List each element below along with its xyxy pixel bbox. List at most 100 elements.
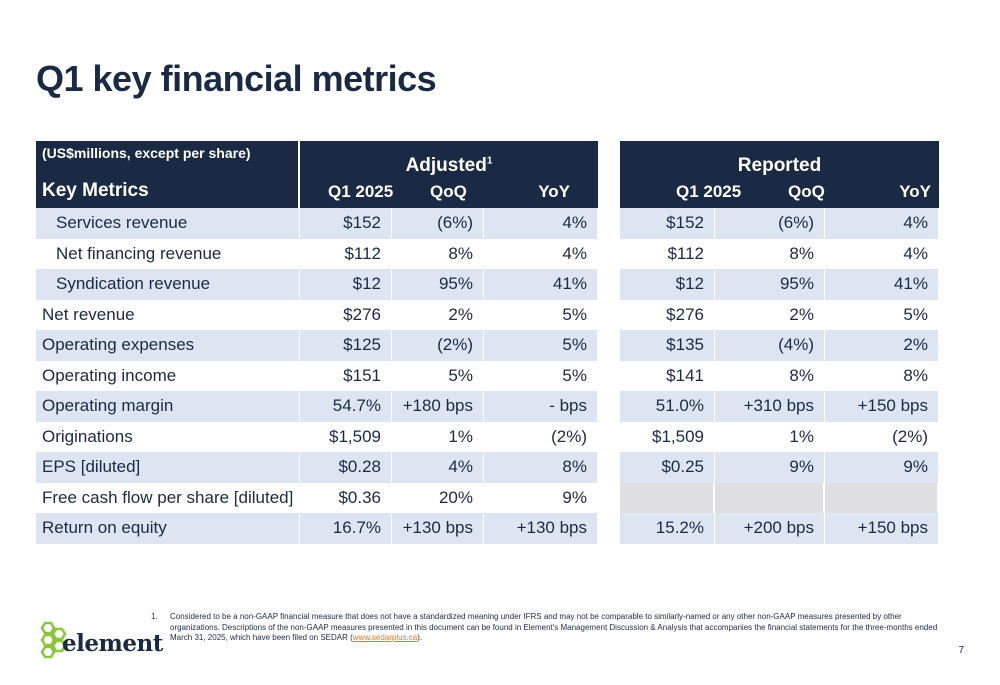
- adjusted-q-cell: $12: [300, 269, 392, 300]
- reported-q-cell: $141: [620, 360, 715, 391]
- table-row: Free cash flow per share [diluted] $0.36 2…: [36, 482, 598, 513]
- reported-qoq-cell: 1%: [715, 421, 825, 452]
- adjusted-qoq-cell: 8%: [392, 238, 484, 269]
- adjusted-qoq-cell: +180 bps: [392, 391, 484, 422]
- reported-yoy-cell: 5%: [825, 299, 939, 330]
- metric-label: EPS [diluted]: [36, 452, 300, 483]
- footnote: Considered to be a non-GAAP financial me…: [170, 612, 950, 644]
- table-row: $0.25 9% 9%: [620, 452, 939, 483]
- table-row: [620, 482, 939, 513]
- table-row: $152 (6%) 4%: [620, 208, 939, 239]
- adjusted-qoq-cell: 20%: [392, 482, 484, 513]
- table-row: Operating margin 54.7% +180 bps - bps: [36, 391, 598, 422]
- element-logo-icon: [40, 621, 67, 659]
- adjusted-yoy-cell: 8%: [484, 452, 598, 483]
- metric-label: Free cash flow per share [diluted]: [36, 482, 300, 513]
- adjusted-qoq-cell: 2%: [392, 299, 484, 330]
- table-row: $135 (4%) 2%: [620, 330, 939, 361]
- adjusted-yoy-cell: 4%: [484, 208, 598, 239]
- adjusted-yoy-cell: 5%: [484, 330, 598, 361]
- metric-label: Net revenue: [36, 299, 300, 330]
- reported-group-label: Reported: [737, 155, 822, 176]
- adjusted-q-cell: 16.7%: [300, 513, 392, 544]
- table-row: Operating income $151 5% 5%: [36, 360, 598, 391]
- reported-q-cell: 51.0%: [620, 391, 715, 422]
- table-row: Syndication revenue $12 95% 41%: [36, 269, 598, 300]
- reported-q-cell: [620, 482, 715, 513]
- reported-q-cell: 15.2%: [620, 513, 715, 544]
- key-metrics-header-cell: (US$millions, except per share) Key Metr…: [36, 141, 300, 208]
- adjusted-yoy-cell: 5%: [484, 299, 598, 330]
- reported-yoy-cell: (2%): [825, 421, 939, 452]
- reported-q-cell: $152: [620, 208, 715, 239]
- reported-qoq-cell: +310 bps: [715, 391, 825, 422]
- page-number: 7: [958, 645, 964, 656]
- table-row: Services revenue $152 (6%) 4%: [36, 208, 598, 239]
- reported-yoy-cell: 4%: [825, 208, 939, 239]
- adjusted-q-cell: 54.7%: [300, 391, 392, 422]
- metric-label: Operating income: [36, 360, 300, 391]
- reported-qoq-cell: (6%): [715, 208, 825, 239]
- metric-label: Services revenue: [36, 208, 300, 239]
- reported-qoq-cell: 8%: [715, 238, 825, 269]
- adj-col-yoy: YoY: [538, 182, 570, 201]
- reported-yoy-cell: 9%: [825, 452, 939, 483]
- adjusted-q-cell: $276: [300, 299, 392, 330]
- rep-col-qoq: QoQ: [788, 182, 825, 201]
- metric-label: Operating margin: [36, 391, 300, 422]
- reported-qoq-cell: 8%: [715, 360, 825, 391]
- table-row: 51.0% +310 bps +150 bps: [620, 391, 939, 422]
- adj-col-qoq: QoQ: [430, 182, 467, 201]
- footnote-text: Considered to be a non-GAAP financial me…: [170, 612, 938, 642]
- reported-yoy-cell: 2%: [825, 330, 939, 361]
- metric-label: Syndication revenue: [36, 269, 300, 300]
- page-title: Q1 key financial metrics: [36, 58, 437, 99]
- footnote-marker: 1: [486, 155, 493, 167]
- adjusted-qoq-cell: 95%: [392, 269, 484, 300]
- table-row: Net financing revenue $112 8% 4%: [36, 238, 598, 269]
- rep-col-q1-2025: Q1 2025: [676, 182, 742, 201]
- adjusted-yoy-cell: (2%): [484, 421, 598, 452]
- adjusted-qoq-cell: 1%: [392, 421, 484, 452]
- reported-qoq-cell: [715, 482, 825, 513]
- metric-label: Return on equity: [36, 513, 300, 544]
- adjusted-q-cell: $1,509: [300, 421, 392, 452]
- reported-metrics-table: Reported Q1 2025 QoQ YoY $152 (6%) 4% $112 8…: [620, 141, 939, 544]
- table-row: Net revenue $276 2% 5%: [36, 299, 598, 330]
- adjusted-yoy-cell: 41%: [484, 269, 598, 300]
- adjusted-yoy-cell: - bps: [484, 391, 598, 422]
- adjusted-metrics-table: (US$millions, except per share) Key Metr…: [36, 141, 598, 544]
- reported-qoq-cell: 95%: [715, 269, 825, 300]
- adjusted-qoq-cell: (6%): [392, 208, 484, 239]
- adjusted-qoq-cell: 4%: [392, 452, 484, 483]
- metric-label: Net financing revenue: [36, 238, 300, 269]
- adjusted-yoy-cell: 9%: [484, 482, 598, 513]
- adjusted-qoq-cell: 5%: [392, 360, 484, 391]
- table-row: $1,509 1% (2%): [620, 421, 939, 452]
- table-row: Return on equity 16.7% +130 bps +130 bps: [36, 513, 598, 544]
- reported-yoy-cell: 4%: [825, 238, 939, 269]
- adjusted-q-cell: $125: [300, 330, 392, 361]
- reported-yoy-cell: 41%: [825, 269, 939, 300]
- reported-q-cell: $112: [620, 238, 715, 269]
- table-row: $141 8% 8%: [620, 360, 939, 391]
- reported-qoq-cell: (4%): [715, 330, 825, 361]
- units-note: (US$millions, except per share): [42, 145, 251, 161]
- table-row: $112 8% 4%: [620, 238, 939, 269]
- adjusted-qoq-cell: +130 bps: [392, 513, 484, 544]
- adjusted-q-cell: $151: [300, 360, 392, 391]
- reported-qoq-cell: 9%: [715, 452, 825, 483]
- logo-wordmark: element: [62, 630, 163, 657]
- footnote-text-end: ).: [417, 633, 423, 642]
- adj-col-q1-2025: Q1 2025: [328, 182, 394, 201]
- adjusted-qoq-cell: (2%): [392, 330, 484, 361]
- footnote-number: 1.: [151, 612, 158, 621]
- metric-label: Operating expenses: [36, 330, 300, 361]
- reported-qoq-cell: +200 bps: [715, 513, 825, 544]
- adjusted-yoy-cell: +130 bps: [484, 513, 598, 544]
- reported-yoy-cell: 8%: [825, 360, 939, 391]
- sedar-link[interactable]: www.sedarplus.ca: [352, 633, 418, 642]
- reported-q-cell: $276: [620, 299, 715, 330]
- adjusted-q-cell: $152: [300, 208, 392, 239]
- adjusted-group-label: Adjusted1: [405, 155, 493, 176]
